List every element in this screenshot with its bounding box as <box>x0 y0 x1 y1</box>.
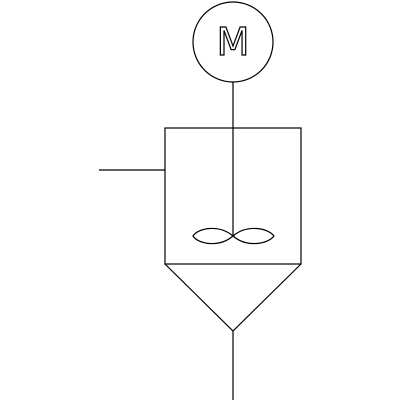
vessel-body <box>164 127 302 265</box>
impeller-blade-right <box>232 227 275 245</box>
conical-bottom <box>164 263 302 332</box>
motor: M <box>192 1 274 83</box>
impeller-blade-left <box>192 227 234 245</box>
impeller <box>192 227 275 245</box>
motor-label: M <box>217 20 250 64</box>
